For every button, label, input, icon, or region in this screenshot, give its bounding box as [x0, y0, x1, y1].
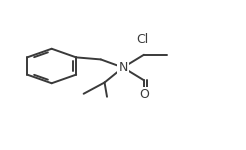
- Text: Cl: Cl: [137, 33, 149, 46]
- Text: N: N: [118, 61, 128, 74]
- Text: O: O: [139, 88, 149, 101]
